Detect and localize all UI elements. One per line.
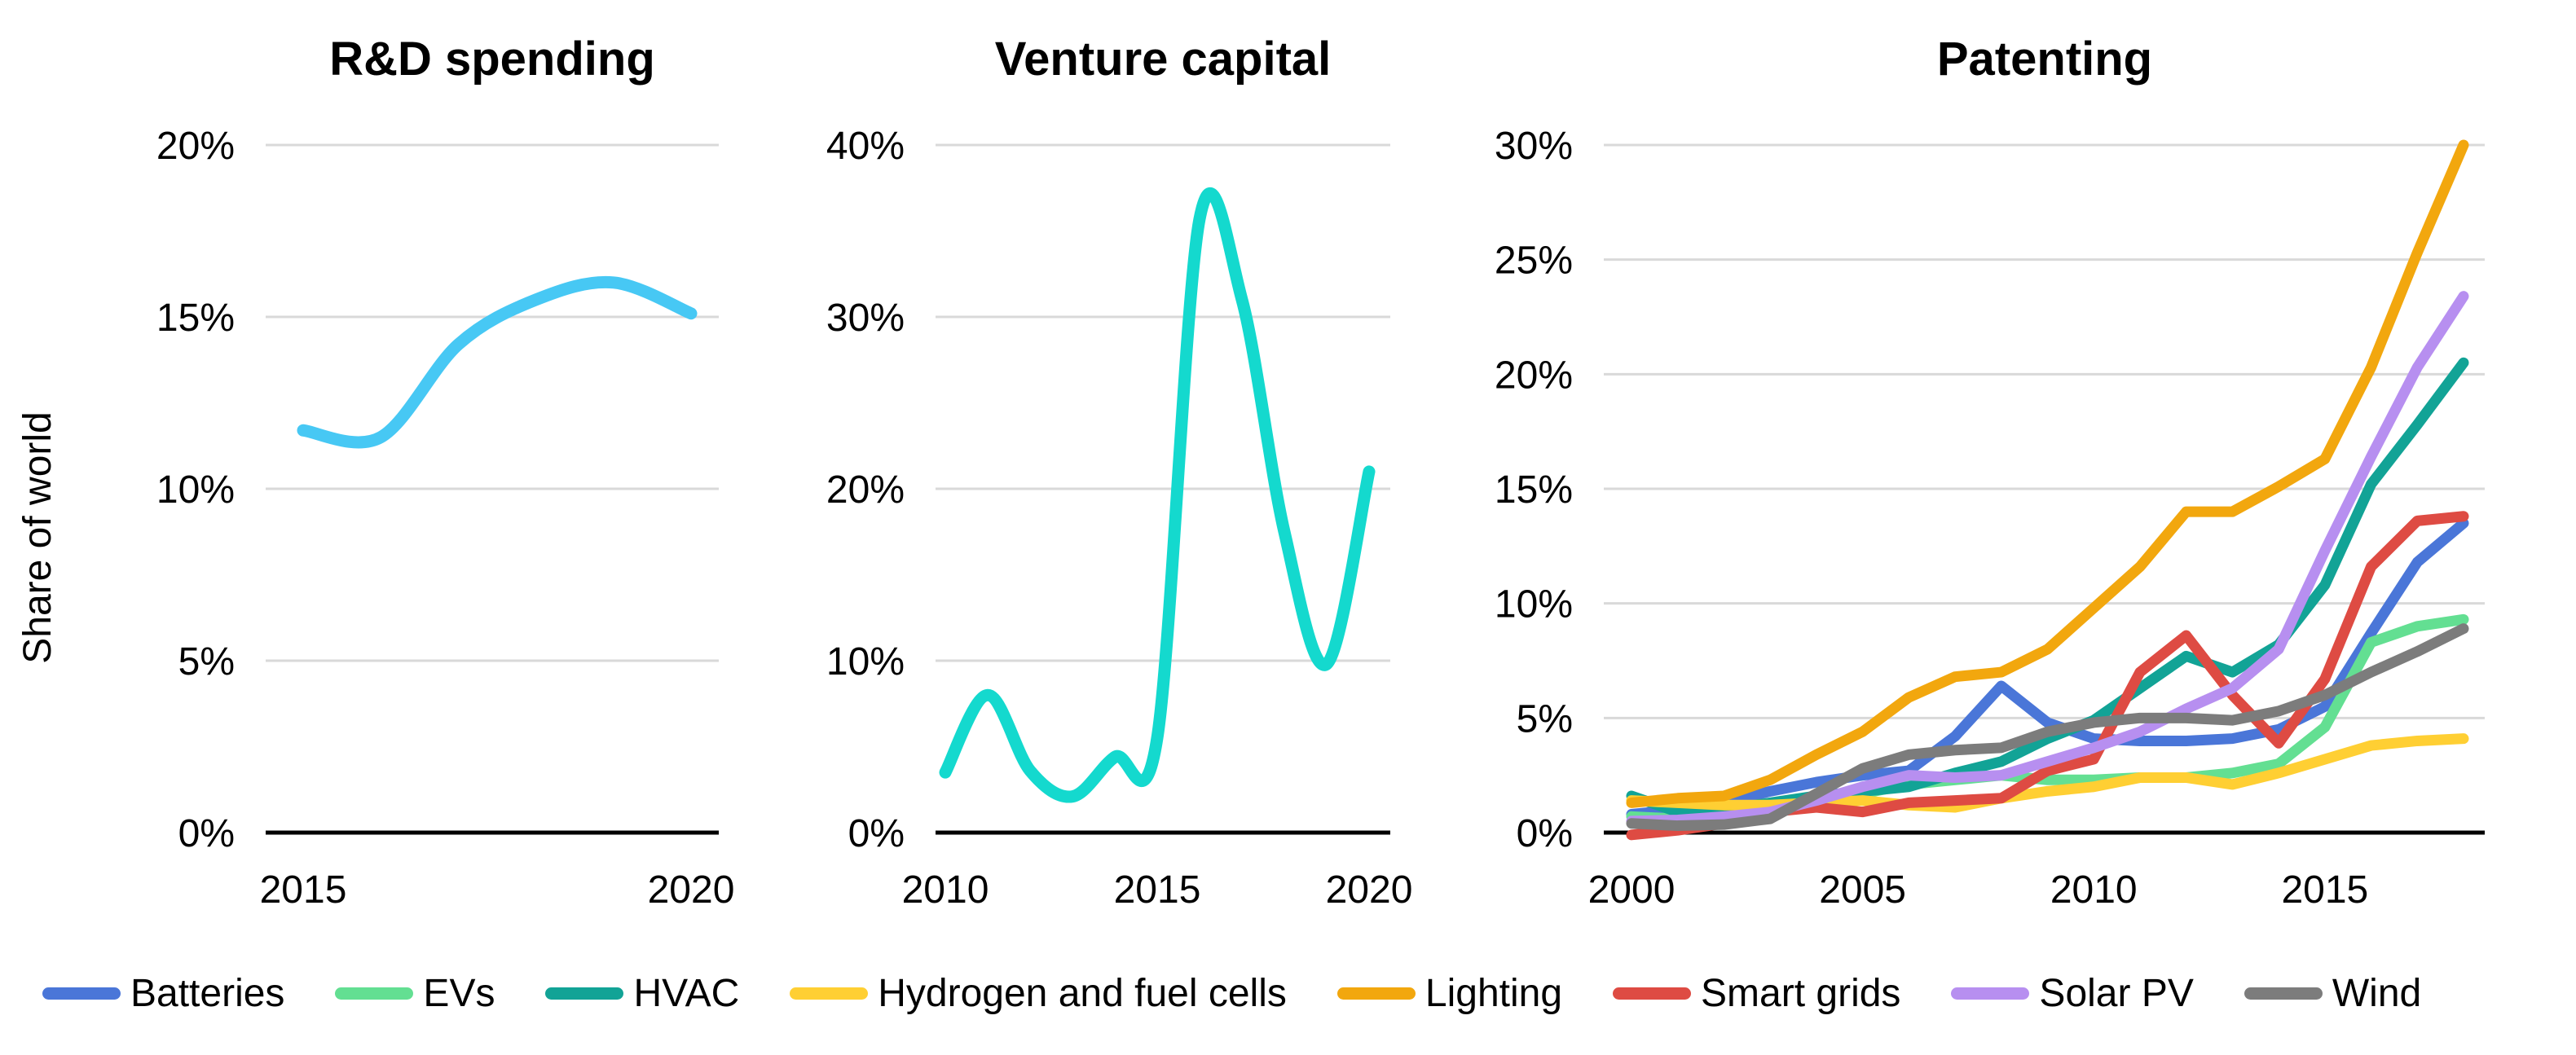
y-tick-label: 40% — [826, 125, 905, 168]
x-tick-label: 2010 — [2050, 868, 2138, 912]
y-tick-label: 30% — [826, 297, 905, 340]
legend-item-lighting: Lighting — [1336, 971, 1563, 1016]
y-tick-label: 15% — [156, 297, 235, 340]
y-axis-label-share-of-world: Share of world — [16, 411, 59, 664]
legend-item-hvac: HVAC — [545, 971, 739, 1016]
solar-pv-line-swatch-icon — [1951, 987, 2030, 1000]
evs-line-swatch-icon — [335, 987, 414, 1000]
y-tick-label: 20% — [1495, 354, 1573, 397]
x-tick-label: 2015 — [2281, 868, 2368, 912]
x-tick-label: 2015 — [1114, 868, 1201, 912]
series-line — [297, 275, 698, 449]
legend-label-hydrogen: Hydrogen and fuel cells — [878, 972, 1287, 1015]
series-line-lighting — [1626, 139, 2469, 808]
hydrogen-line-swatch-icon — [790, 987, 869, 1000]
chart-title-patenting: Patenting — [1937, 33, 2152, 86]
x-tick-label: 2020 — [1326, 868, 1413, 912]
smart-grids-line-swatch-icon — [1613, 987, 1692, 1000]
legend-label-wind: Wind — [2332, 972, 2422, 1015]
chart-title-venture-capital: Venture capital — [995, 33, 1332, 86]
y-tick-label: 15% — [1495, 468, 1573, 512]
x-tick-label: 2020 — [648, 868, 735, 912]
panel-rd-spending: 0% 5% 10% 15% 20% 2015 2020 — [156, 125, 734, 912]
panel-patenting: 0% 5% 10% 15% 20% 25% 30% 2000 2005 2010 2015 — [1495, 125, 2485, 912]
legend-item-hydrogen: Hydrogen and fuel cells — [790, 971, 1287, 1016]
legend-item-solar-pv: Solar PV — [1951, 971, 2194, 1016]
y-tick-label: 25% — [1495, 240, 1573, 283]
y-tick-label: 10% — [1495, 583, 1573, 626]
y-tick-label: 5% — [178, 640, 235, 684]
legend-item-smart-grids: Smart grids — [1613, 971, 1900, 1016]
series-line-batteries — [1626, 517, 2469, 820]
legend: Batteries EVs HVAC Hydrogen and fuel cel… — [42, 971, 2568, 1016]
wind-line-swatch-icon — [2244, 987, 2323, 1000]
legend-label-hvac: HVAC — [633, 972, 740, 1015]
series-line-wind — [1626, 623, 2469, 832]
legend-label-evs: EVs — [423, 972, 495, 1015]
legend-item-evs: EVs — [335, 971, 495, 1016]
y-tick-label: 0% — [1517, 812, 1573, 855]
legend-label-batteries: Batteries — [130, 972, 285, 1015]
legend-label-lighting: Lighting — [1425, 972, 1563, 1015]
y-tick-label: 10% — [156, 468, 235, 512]
legend-label-smart-grids: Smart grids — [1701, 972, 1901, 1015]
chart-title-rd-spending: R&D spending — [329, 33, 655, 86]
batteries-line-swatch-icon — [42, 987, 121, 1000]
panel-venture-capital: 0% 10% 20% 30% 40% 2010 2015 2020 — [826, 125, 1412, 912]
hvac-line-swatch-icon — [545, 987, 624, 1000]
x-tick-label: 2005 — [1819, 868, 1906, 912]
x-tick-label: 2015 — [260, 868, 347, 912]
legend-label-solar-pv: Solar PV — [2039, 972, 2194, 1015]
y-tick-label: 10% — [826, 640, 905, 684]
x-tick-label: 2010 — [902, 868, 989, 912]
series-line-hydrogen-and-fuel-cells — [1626, 733, 2469, 813]
x-tick-label: 2000 — [1588, 868, 1676, 912]
legend-item-wind: Wind — [2244, 971, 2421, 1016]
y-tick-label: 30% — [1495, 125, 1573, 168]
y-tick-label: 0% — [848, 812, 905, 855]
series-line-solar-pv — [1626, 291, 2469, 827]
series-line — [939, 187, 1376, 803]
lighting-line-swatch-icon — [1336, 987, 1416, 1000]
y-tick-label: 5% — [1517, 697, 1573, 741]
y-tick-label: 20% — [156, 125, 235, 168]
y-tick-label: 20% — [826, 468, 905, 512]
y-tick-label: 0% — [178, 812, 235, 855]
legend-item-batteries: Batteries — [42, 971, 284, 1016]
